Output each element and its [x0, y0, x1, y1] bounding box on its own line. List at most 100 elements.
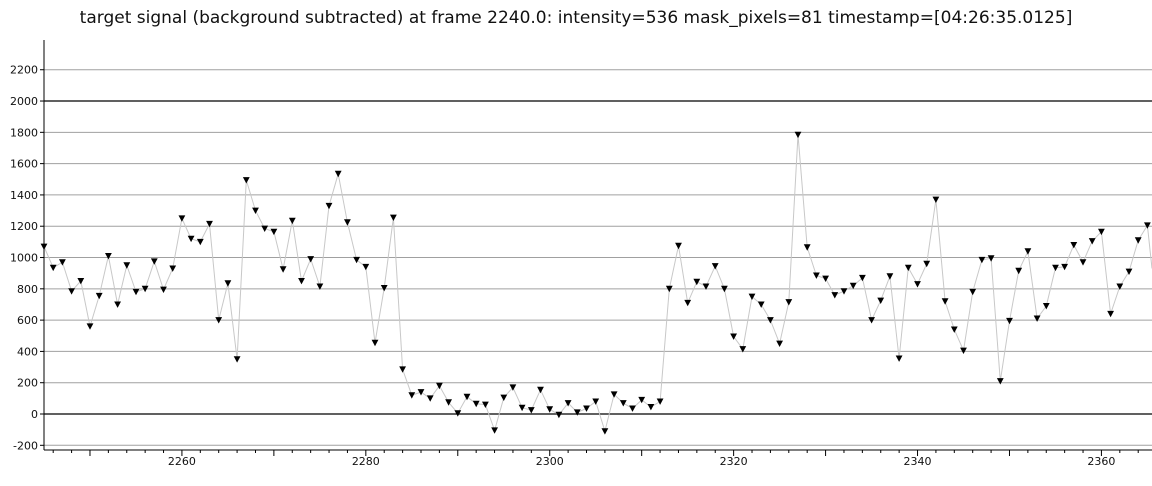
data-point [711, 263, 719, 270]
data-point [362, 263, 370, 271]
y-tick-label: 1200 [10, 220, 38, 233]
data-point [105, 253, 112, 260]
data-point [1015, 267, 1023, 275]
x-tick-label: 2340 [904, 455, 932, 468]
data-point [932, 196, 940, 203]
data-point [785, 299, 793, 306]
data-point [665, 285, 673, 293]
data-point [831, 292, 839, 299]
data-point [702, 283, 710, 290]
data-point [693, 278, 701, 286]
data-point [261, 225, 269, 232]
data-point [233, 356, 241, 363]
data-point [739, 346, 747, 353]
data-point [307, 256, 315, 263]
data-point [730, 333, 737, 340]
data-point [1088, 238, 1096, 245]
data-point [141, 285, 149, 293]
data-point [1070, 242, 1078, 249]
data-point [123, 262, 131, 269]
data-point [187, 235, 195, 243]
x-tick-label: 2280 [352, 455, 380, 468]
data-point [160, 286, 167, 293]
series-line [43, 134, 1152, 434]
data-point [822, 275, 829, 282]
data-point [132, 288, 140, 296]
data-point [1061, 263, 1068, 271]
series-line [43, 134, 1148, 434]
data-point [390, 214, 397, 221]
data-point [996, 378, 1004, 385]
data-point [86, 323, 94, 330]
data-point [564, 400, 572, 407]
data-point [803, 244, 811, 251]
y-tick-label: 1400 [10, 189, 38, 202]
y-tick-label: 1800 [10, 126, 38, 139]
data-point [904, 264, 912, 272]
data-point [436, 382, 443, 390]
axes [40, 40, 1152, 456]
data-point [619, 400, 627, 407]
data-point [472, 400, 480, 408]
data-point [647, 404, 655, 411]
data-point [886, 273, 894, 280]
data-point [684, 299, 692, 307]
data-point [252, 207, 259, 214]
data-point [868, 317, 875, 324]
y-tick-label: -200 [13, 439, 38, 452]
data-point [482, 401, 489, 408]
data-point [150, 258, 158, 265]
data-point [969, 288, 977, 296]
data-point [849, 282, 857, 290]
data-point [941, 298, 949, 305]
data-point [721, 285, 728, 293]
data-point [353, 256, 360, 264]
data-point [1125, 268, 1133, 275]
data-point [491, 427, 498, 434]
data-point [288, 217, 296, 225]
y-tick-label: 200 [17, 377, 38, 390]
data-point [1042, 303, 1050, 310]
data-point [399, 366, 406, 373]
data-point [537, 386, 544, 394]
data-point [840, 288, 848, 295]
data-point [169, 265, 177, 272]
data-point [895, 355, 903, 362]
data-point [1006, 317, 1013, 325]
data-point [859, 274, 866, 282]
data-point [325, 202, 333, 210]
data-point [1024, 248, 1032, 255]
data-point [95, 292, 103, 300]
data-point [242, 177, 250, 184]
data-point [380, 285, 388, 292]
x-tick-labels: 2260 2280 2300 2320 2340 2360 [168, 455, 1116, 468]
data-point [638, 396, 646, 404]
data-point [270, 228, 278, 236]
data-point [408, 392, 416, 399]
data-point [344, 219, 351, 226]
y-tick-label: 800 [17, 283, 38, 296]
y-tick-label: 600 [17, 314, 38, 327]
data-point [1134, 237, 1142, 244]
data-point [1107, 310, 1114, 318]
data-point [1079, 259, 1087, 266]
data-point [960, 347, 967, 354]
data-point [555, 411, 563, 419]
data-point [334, 170, 342, 178]
data-point [629, 405, 636, 412]
y-tick-label: 0 [31, 408, 38, 421]
data-point [49, 264, 57, 272]
data-point [675, 242, 682, 250]
data-point [1098, 228, 1105, 236]
data-point [371, 339, 379, 347]
y-tick-label: 2000 [10, 95, 38, 108]
data-point [114, 301, 121, 308]
data-point [950, 326, 958, 333]
data-point [454, 410, 462, 417]
data-point [445, 399, 452, 406]
data-point [767, 317, 774, 324]
y-tick-label: 2200 [10, 64, 38, 77]
data-point [794, 131, 802, 139]
data-point [279, 266, 287, 273]
